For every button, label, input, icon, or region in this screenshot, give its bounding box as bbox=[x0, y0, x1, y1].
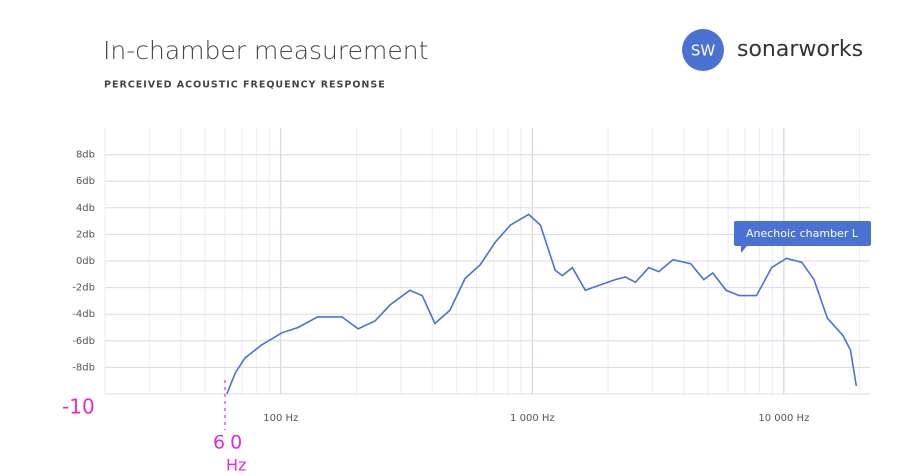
legend-tooltip bbox=[734, 221, 871, 246]
y-tick-label: -4db bbox=[72, 309, 95, 320]
legend-label: Anechoic chamber L bbox=[746, 227, 859, 240]
subtitle: PERCEIVED ACOUSTIC FREQUENCY RESPONSE bbox=[104, 80, 386, 91]
x-tick-label: 1 000 Hz bbox=[510, 413, 555, 424]
y-tick-label: -6db bbox=[72, 336, 95, 347]
annotation: 60 bbox=[213, 432, 247, 454]
logo-badge-circle bbox=[682, 29, 724, 71]
annotation: -10 bbox=[62, 395, 95, 419]
series-line bbox=[226, 213, 858, 395]
y-tick-label: 8db bbox=[76, 150, 95, 161]
annotation: Hz bbox=[226, 456, 246, 475]
y-tick-label: 2db bbox=[76, 229, 95, 240]
logo-badge: SW bbox=[691, 42, 716, 60]
x-tick-label: 100 Hz bbox=[263, 413, 298, 424]
title: In-chamber measurement bbox=[103, 36, 428, 65]
y-tick-label: -8db bbox=[72, 362, 95, 373]
logo-text: sonarworks bbox=[737, 37, 863, 62]
y-tick-label: 4db bbox=[76, 203, 95, 214]
y-tick-label: 0db bbox=[76, 256, 95, 267]
x-tick-label: 10 000 Hz bbox=[758, 413, 809, 424]
y-tick-label: 6db bbox=[76, 176, 95, 187]
legend-tooltip-pointer bbox=[741, 246, 747, 253]
y-tick-label: -2db bbox=[72, 283, 95, 294]
